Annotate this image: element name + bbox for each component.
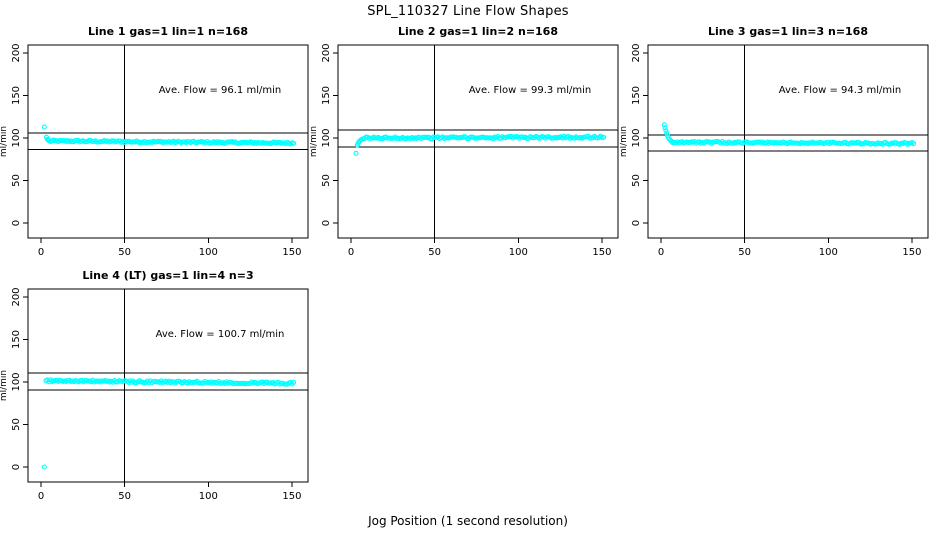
svg-text:200: 200 <box>631 43 642 62</box>
figure-title: SPL_110327 Line Flow Shapes <box>367 4 569 19</box>
svg-text:0: 0 <box>11 464 22 470</box>
svg-text:150: 150 <box>592 247 611 258</box>
subplot-line-3: 0 50 100 150 0 50 100 150 200 ml/min Line 3 gas=1… <box>620 20 930 264</box>
subplot-title: Line 4 (LT) gas=1 lin=4 n=3 <box>82 269 254 282</box>
svg-text:100: 100 <box>11 128 22 147</box>
svg-text:0: 0 <box>658 247 664 258</box>
subplot-line-1: 0 50 100 150 0 50 100 150 200 ml/min Line 1 gas=1… <box>0 20 310 264</box>
scatter-plot-line-3: 0 50 100 150 0 50 100 150 200 ml/min <box>620 43 929 258</box>
svg-text:100: 100 <box>631 128 642 147</box>
svg-text:0: 0 <box>11 220 22 226</box>
svg-text:100: 100 <box>509 247 528 258</box>
x-axis-label: Jog Position (1 second resolution) <box>368 514 568 528</box>
svg-text:50: 50 <box>738 247 751 258</box>
ave-flow-annotation: Ave. Flow = 100.7 ml/min <box>155 329 285 340</box>
svg-text:150: 150 <box>11 86 22 105</box>
svg-text:50: 50 <box>11 418 22 431</box>
subplot-line-4: 0 50 100 150 0 50 100 150 200 ml/min Line 4 (LT) … <box>0 264 310 508</box>
svg-text:ml/min: ml/min <box>0 126 9 157</box>
svg-text:150: 150 <box>282 491 301 502</box>
svg-text:ml/min: ml/min <box>0 370 9 401</box>
subplot-title: Line 3 gas=1 lin=3 n=168 <box>707 25 868 38</box>
svg-text:0: 0 <box>321 220 332 226</box>
svg-text:ml/min: ml/min <box>310 126 319 157</box>
subplot-line-2: 0 50 100 150 0 50 100 150 200 ml/min Line 2 gas=1… <box>310 20 620 264</box>
svg-text:0: 0 <box>631 220 642 226</box>
subplot-title: Line 2 gas=1 lin=2 n=168 <box>397 25 558 38</box>
svg-text:150: 150 <box>321 86 332 105</box>
svg-text:200: 200 <box>321 43 332 62</box>
scatter-plot-line-4: 0 50 100 150 0 50 100 150 200 ml/min <box>0 287 309 502</box>
svg-text:150: 150 <box>902 247 921 258</box>
svg-text:200: 200 <box>11 43 22 62</box>
svg-text:100: 100 <box>199 247 218 258</box>
scatter-plot-line-1: 0 50 100 150 0 50 100 150 200 ml/min <box>0 43 309 258</box>
svg-text:100: 100 <box>321 128 332 147</box>
svg-text:150: 150 <box>11 330 22 349</box>
svg-text:ml/min: ml/min <box>620 126 629 157</box>
ave-flow-annotation: Ave. Flow = 99.3 ml/min <box>468 85 592 96</box>
svg-text:50: 50 <box>428 247 441 258</box>
svg-text:50: 50 <box>118 491 131 502</box>
svg-text:0: 0 <box>38 247 44 258</box>
svg-text:100: 100 <box>11 372 22 391</box>
svg-text:50: 50 <box>631 174 642 187</box>
svg-text:100: 100 <box>199 491 218 502</box>
svg-text:100: 100 <box>819 247 838 258</box>
svg-text:50: 50 <box>321 174 332 187</box>
svg-text:150: 150 <box>282 247 301 258</box>
svg-text:150: 150 <box>631 86 642 105</box>
svg-text:0: 0 <box>348 247 354 258</box>
svg-text:50: 50 <box>11 174 22 187</box>
svg-text:50: 50 <box>118 247 131 258</box>
scatter-plot-line-2: 0 50 100 150 0 50 100 150 200 ml/min <box>310 43 619 258</box>
ave-flow-annotation: Ave. Flow = 96.1 ml/min <box>158 85 282 96</box>
svg-text:200: 200 <box>11 287 22 306</box>
svg-text:0: 0 <box>38 491 44 502</box>
ave-flow-annotation: Ave. Flow = 94.3 ml/min <box>778 85 902 96</box>
subplot-title: Line 1 gas=1 lin=1 n=168 <box>87 25 248 38</box>
